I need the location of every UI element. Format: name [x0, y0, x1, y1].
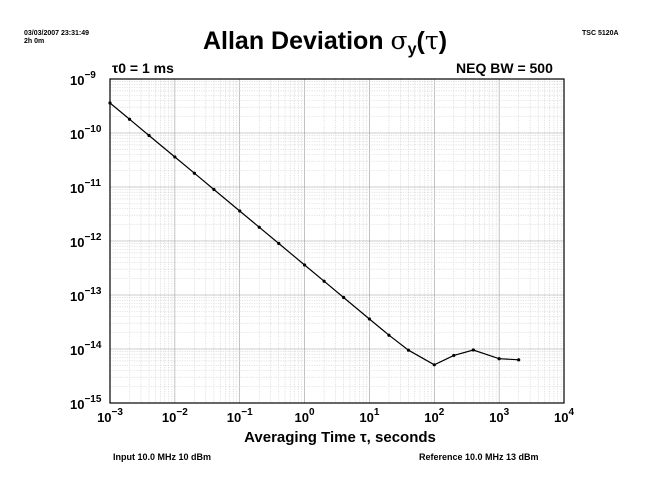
- data-point: [108, 101, 112, 105]
- chart-title: Allan Deviation σy(τ): [202, 26, 448, 58]
- x-tick-label: 100: [295, 407, 315, 425]
- neq-bw-annotation: NEQ BW = 500: [456, 60, 553, 76]
- series-line: [109, 102, 519, 366]
- x-axis-label: Averaging Time τ, seconds: [244, 429, 436, 446]
- data-point: [212, 187, 216, 192]
- data-point: [277, 241, 281, 246]
- y-tick-label: 10−10: [70, 124, 102, 142]
- data-point: [367, 317, 372, 321]
- x-tick-label: 103: [489, 407, 509, 425]
- data-point: [147, 133, 151, 138]
- data-point: [127, 117, 132, 121]
- data-point: [342, 295, 346, 300]
- data-point: [192, 171, 196, 175]
- y-tick-label: 10−12: [70, 232, 102, 250]
- instrument-name: TSC 5120A: [582, 30, 619, 37]
- y-tick-label: 10−13: [70, 286, 102, 304]
- x-tick-label: 101: [359, 407, 379, 425]
- y-tick-label: 10−9: [70, 70, 96, 88]
- data-point: [387, 333, 391, 337]
- duration: 2h 0m: [24, 38, 45, 45]
- reference-info: Reference 10.0 MHz 13 dBm: [419, 452, 539, 462]
- x-tick-label: 10−3: [97, 407, 123, 425]
- timestamp: 03/03/2007 23:31:49: [24, 30, 89, 37]
- data-point: [406, 348, 411, 352]
- data-point: [302, 263, 307, 267]
- x-tick-label: 104: [554, 407, 574, 425]
- y-tick-label: 10−15: [70, 394, 102, 412]
- data-point: [238, 209, 242, 213]
- x-tick-label: 10−2: [162, 407, 188, 425]
- data-point: [322, 279, 326, 283]
- data-point: [517, 358, 521, 362]
- x-tick-label: 10−1: [227, 407, 253, 425]
- data-point: [257, 225, 261, 229]
- data-point: [173, 155, 177, 159]
- data-point: [497, 357, 501, 361]
- tau0-annotation: τ0 = 1 ms: [112, 60, 174, 76]
- data-point: [471, 348, 475, 352]
- data-point: [432, 363, 436, 367]
- data-point: [452, 353, 456, 358]
- x-tick-label: 102: [424, 407, 444, 425]
- plot-frame: [109, 78, 565, 404]
- input-info: Input 10.0 MHz 10 dBm: [113, 452, 212, 462]
- y-tick-label: 10−14: [70, 340, 102, 358]
- y-tick-label: 10−11: [70, 178, 101, 196]
